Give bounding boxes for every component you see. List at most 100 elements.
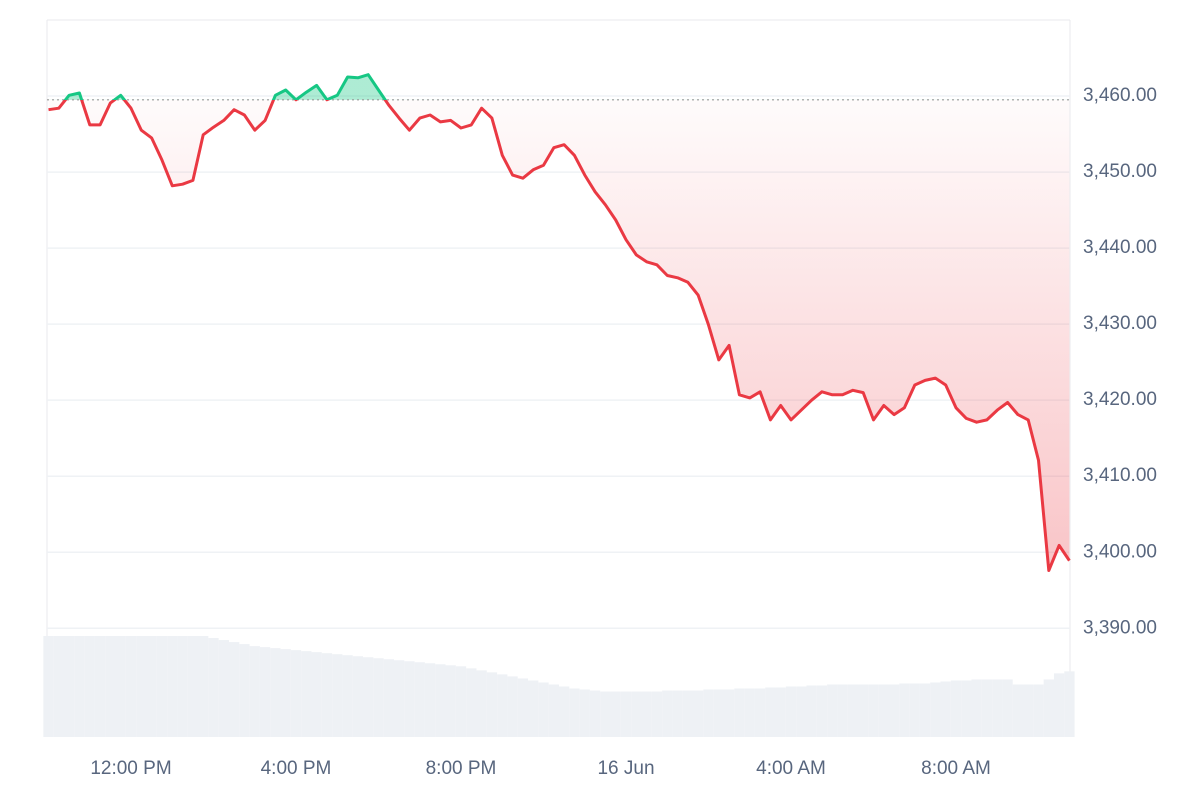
volume-bar [693, 690, 704, 737]
volume-bar [1012, 684, 1024, 737]
volume-bar [311, 652, 322, 737]
x-tick-label: 4:00 AM [756, 758, 826, 779]
y-tick-label: 3,400.00 [1083, 541, 1157, 562]
volume-bar [94, 636, 106, 737]
volume-bar [785, 686, 797, 737]
volume-bar [971, 679, 982, 737]
volume-bar [909, 683, 920, 737]
volume-bar [662, 690, 673, 737]
volume-bar [280, 649, 291, 737]
volume-bar [507, 676, 518, 737]
volume-bar [1064, 671, 1075, 737]
volume-bar [198, 636, 209, 737]
volume-bar [239, 644, 250, 737]
volume-bar [63, 636, 75, 737]
volume-bar [218, 640, 229, 737]
volume-bar [342, 655, 353, 737]
volume-bar [259, 647, 271, 737]
volume-bar [187, 636, 199, 737]
volume-bar [878, 684, 889, 737]
volume-bar [486, 672, 498, 737]
volume-bar [373, 658, 384, 737]
volume-bar [569, 688, 580, 737]
volume-bar [53, 636, 64, 737]
volume-bar [775, 687, 786, 737]
volume-bar [610, 691, 621, 737]
volume-bar [1023, 684, 1034, 737]
volume-bar [558, 686, 570, 737]
y-tick-label: 3,460.00 [1083, 85, 1157, 106]
y-tick-label: 3,410.00 [1083, 465, 1157, 486]
volume-bar [383, 659, 394, 737]
volume-bar [445, 665, 456, 737]
volume-bar [816, 685, 828, 737]
volume-bar [703, 689, 714, 737]
volume-bar [528, 680, 539, 737]
volume-bar [992, 679, 1003, 737]
volume-bar [136, 636, 147, 737]
volume-bar [1033, 684, 1044, 737]
volume-bar [888, 684, 900, 737]
volume-bar [847, 684, 859, 737]
volume-bar [641, 691, 652, 737]
volume-bar [177, 636, 188, 737]
volume-bar [466, 668, 477, 737]
volume-bar [796, 686, 807, 737]
volume-bar [363, 657, 374, 737]
x-tick-label: 8:00 PM [426, 758, 497, 779]
volume-bar [827, 684, 838, 737]
volume-bar [744, 688, 755, 737]
volume-bar [435, 664, 446, 737]
volume-bar [404, 661, 415, 737]
volume-bar [43, 636, 54, 737]
volume-bar [940, 681, 951, 737]
volume-bar [84, 636, 95, 737]
volume-bar [156, 636, 168, 737]
volume-bar [919, 683, 931, 737]
volume-bar [713, 689, 724, 737]
volume-bar [301, 651, 312, 737]
y-tick-label: 3,440.00 [1083, 237, 1157, 258]
volume-bar [1002, 679, 1013, 737]
y-tick-label: 3,450.00 [1083, 161, 1157, 182]
volume-bar [208, 638, 219, 737]
volume-bar [899, 683, 910, 737]
volume-bar [497, 674, 508, 737]
volume-bar [249, 646, 260, 737]
x-tick-label: 8:00 AM [921, 758, 991, 779]
volume-bar [105, 636, 116, 737]
y-tick-label: 3,390.00 [1083, 617, 1157, 638]
volume-bar [806, 685, 817, 737]
volume-bar [1053, 673, 1065, 737]
volume-bar [868, 684, 879, 737]
volume-bar [651, 691, 663, 737]
volume-bar [723, 689, 735, 737]
volume-bar [332, 654, 343, 737]
volume-bar [765, 687, 776, 737]
volume-bar [1043, 679, 1054, 737]
volume-bar [74, 636, 85, 737]
volume-bar [682, 690, 694, 737]
price-line [48, 73, 1071, 572]
volume-bar [734, 688, 745, 737]
y-tick-label: 3,420.00 [1083, 389, 1157, 410]
x-tick-label: 4:00 PM [261, 758, 332, 779]
volume-bar [950, 680, 962, 737]
volume-bar [620, 691, 632, 737]
volume-bar [981, 679, 993, 737]
volume-bar [476, 670, 487, 737]
volume-bar [589, 690, 601, 737]
volume-bar [228, 642, 240, 737]
volume-bar [393, 660, 405, 737]
volume-bar [455, 666, 467, 737]
volume-bar [424, 663, 436, 737]
volume-bar [837, 684, 848, 737]
volume-bar [579, 689, 590, 737]
volume-bar [930, 682, 941, 737]
volume-bar [167, 636, 178, 737]
volume-bar [517, 678, 529, 737]
volume-bar [352, 656, 364, 737]
volume-bar [115, 636, 126, 737]
volume-bar [125, 636, 137, 737]
y-tick-label: 3,430.00 [1083, 313, 1157, 334]
